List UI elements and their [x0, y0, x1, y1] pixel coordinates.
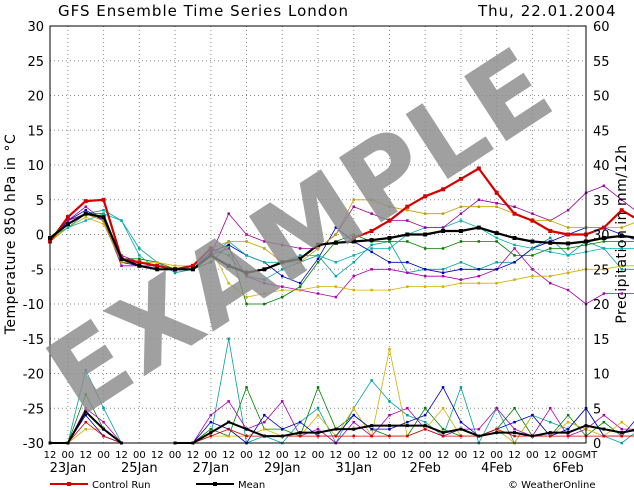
precip-series-5 [175, 428, 634, 444]
x-tick-hour-label: 00 [490, 450, 503, 461]
precip-series-3 [50, 428, 122, 444]
x-tick-hour-label: 00 [61, 450, 74, 461]
y-tick-right-label: 15 [593, 333, 610, 348]
x-tick-hour-label: 00 [133, 450, 146, 461]
y-tick-right-label: 35 [593, 194, 610, 209]
y-tick-right-label: 60 [593, 20, 610, 35]
y-tick-left-label: 0 [36, 229, 44, 244]
x-tick-hour-label: 00 [562, 450, 575, 461]
y-tick-left-label: 30 [27, 20, 44, 35]
x-tick-hour-label: 00 [169, 450, 182, 461]
chart-date: Thu, 22.01.2004 [477, 2, 617, 20]
x-tick-hour-label: 00 [312, 450, 325, 461]
y-tick-left-label: 5 [36, 194, 44, 209]
x-tick-hour-label: 12 [472, 450, 485, 461]
x-tick-hour-label: 00 [276, 450, 289, 461]
chart-title: GFS Ensemble Time Series London [58, 2, 349, 20]
legend-mean-label: Mean [238, 480, 265, 490]
control-run-line [353, 167, 634, 240]
x-tick-hour-label: 12 [187, 450, 200, 461]
x-tick-hour-label: 00 [383, 450, 396, 461]
x-tick-hour-label: 12 [44, 450, 57, 461]
y-tick-left-label: -20 [23, 368, 44, 383]
y-tick-right-label: 10 [593, 368, 610, 383]
y-tick-left-label: 15 [27, 124, 44, 139]
x-tick-hour-label: 12 [258, 450, 271, 461]
ensemble-member-line [49, 213, 634, 305]
x-tick-date-label: 27Jan [193, 461, 230, 476]
precip-series-2 [175, 386, 634, 444]
x-tick-hour-label: 00 [347, 450, 360, 461]
legend-control-marker [67, 482, 71, 486]
y-tick-left-label: 10 [27, 159, 44, 174]
x-tick-hour-label: 00 [97, 450, 110, 461]
x-tick-date-label: 29Jan [264, 461, 301, 476]
x-tick-date-label: 31Jan [335, 461, 372, 476]
y-tick-left-label: -10 [23, 298, 44, 313]
precip-series-4 [175, 386, 634, 444]
x-tick-date-label: 2Feb [410, 461, 441, 476]
x-tick-hour-label: 12 [437, 450, 450, 461]
y-tick-right-label: 5 [593, 402, 601, 417]
y-tick-right-label: 45 [593, 124, 610, 139]
x-tick-hour-label: GMT [575, 450, 598, 461]
precip-series-6 [175, 421, 634, 444]
x-tick-hour-label: 12 [79, 450, 92, 461]
x-tick-hour-label: 12 [151, 450, 164, 461]
y-tick-right-label: 40 [593, 159, 610, 174]
x-tick-hour-label: 12 [401, 450, 414, 461]
ensemble-member-line [49, 216, 634, 298]
y-axis-left-ticks: 30 25 20 15 10 5 0 -5 -10 -15 -20 -25 -30 [23, 20, 44, 452]
y-tick-right-label: 25 [593, 263, 610, 278]
x-tick-hour-label: 12 [329, 450, 342, 461]
y-tick-left-label: -15 [23, 333, 44, 348]
y-tick-left-label: 25 [27, 55, 44, 70]
plot-frame [49, 25, 587, 444]
x-tick-date-label: 25Jan [121, 461, 158, 476]
y-tick-right-label: 0 [593, 437, 601, 452]
x-tick-date-label: 23Jan [50, 461, 87, 476]
x-tick-hour-label: 12 [222, 450, 235, 461]
x-tick-hour-label: 12 [294, 450, 307, 461]
x-tick-date-label: 6Feb [552, 461, 583, 476]
y-tick-left-label: 20 [27, 90, 44, 105]
legend: Control Run Mean © WeatherOnline [50, 480, 596, 490]
y-tick-left-label: -25 [23, 402, 44, 417]
mean-line [49, 212, 634, 274]
x-tick-date-label: 4Feb [481, 461, 512, 476]
control-run-line [49, 198, 212, 271]
x-tick-hour-label: 12 [508, 450, 521, 461]
y-tick-right-label: 20 [593, 298, 610, 313]
legend-mean-marker [213, 482, 217, 486]
x-tick-hour-label: 12 [544, 450, 557, 461]
x-tick-hour-label: 00 [240, 450, 253, 461]
x-tick-hour-label: 00 [204, 450, 217, 461]
legend-control-label: Control Run [92, 480, 151, 490]
y-tick-left-label: -30 [23, 437, 44, 452]
ensemble-member-line [49, 209, 634, 281]
ensemble-member-line [49, 213, 634, 270]
y-tick-right-label: 50 [593, 90, 610, 105]
x-tick-hour-label: 12 [115, 450, 128, 461]
y-tick-right-label: 55 [593, 55, 610, 70]
x-tick-hour-label: 00 [419, 450, 432, 461]
y-tick-right-label: 30 [593, 229, 610, 244]
x-tick-hour-label: 12 [365, 450, 378, 461]
y-axis-left-label: Temperature 850 hPa in °C [3, 134, 19, 336]
x-tick-hour-label: 00 [455, 450, 468, 461]
y-axis-right-label: Precipitation in mm/12h [614, 144, 630, 323]
x-axis-ticks: 12 00 12 00 12 00 12 00 12 00 12 00 12 00 12 00 12 00 12 00… [44, 450, 598, 476]
y-tick-left-label: -5 [31, 263, 44, 278]
credit-text: © WeatherOnline [508, 480, 596, 490]
x-tick-hour-label: 00 [526, 450, 539, 461]
